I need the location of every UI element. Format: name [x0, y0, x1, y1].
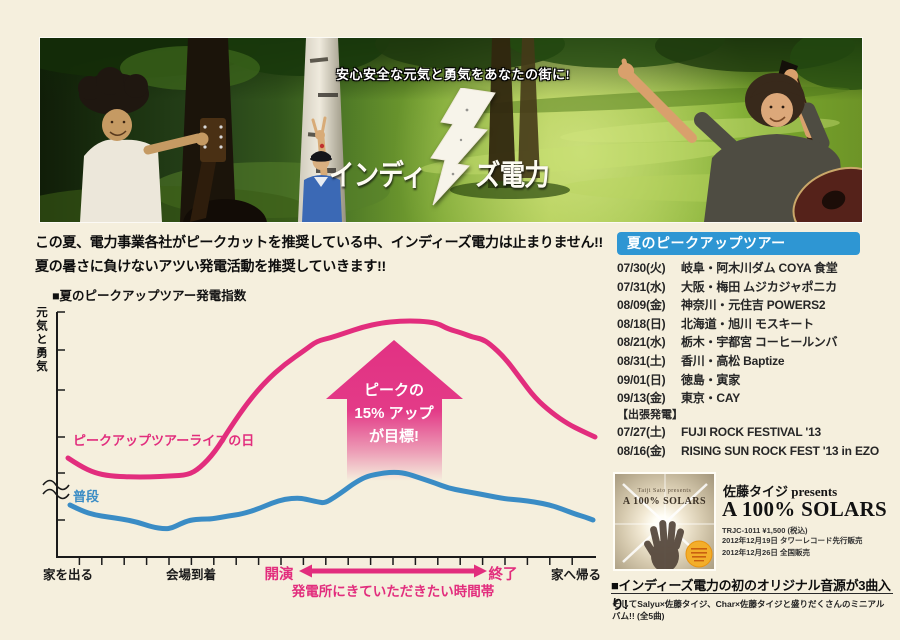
- banner-tagline: 安心安全な元気と勇気をあなたの街に!: [336, 67, 571, 82]
- album-release1: 2012年12月19日 タワーレコード先行販売: [722, 535, 863, 545]
- x-category-label: 会場到着: [166, 567, 216, 582]
- show-venue: 香川・高松 Baptize: [681, 353, 785, 368]
- tour-list: 07/30(火) 岐阜・阿木川ダム COYA 食堂 07/31(水) 大阪・梅田 ムジ…: [617, 259, 897, 408]
- album-catalog: TRJC-1011 ¥1,500 (税込): [722, 526, 808, 535]
- hand-icon: [644, 519, 685, 569]
- show-venue: 徳島・寅家: [681, 372, 741, 387]
- headline: この夏、電力事業各社がピークカットを推奨している中、インディーズ電力は止まりませ…: [35, 230, 603, 278]
- tour-header-badge: 夏のピークアップツアー: [617, 232, 860, 255]
- tour-row: 08/09(金) 神奈川・元住吉 POWERS2: [617, 296, 897, 315]
- show-venue: 岐阜・阿木川ダム COYA 食堂: [681, 261, 838, 275]
- right-musician: [618, 58, 862, 222]
- show-date: 07/27(土): [617, 425, 666, 439]
- show-date: 09/13(金): [617, 391, 666, 406]
- tree-canopy: [40, 38, 862, 90]
- logo-text-right: ズ電力: [475, 160, 550, 192]
- album-presents: 佐藤タイジ presents: [723, 484, 838, 499]
- lightning-bolt-icon: [430, 88, 496, 206]
- series-line: [67, 469, 596, 532]
- goal-arrow-text: が目標!: [369, 427, 419, 445]
- album-title: A 100% SOLARS: [722, 497, 887, 521]
- tour-row: 08/16(金) RISING SUN ROCK FEST '13 in EZO: [617, 442, 897, 461]
- chart-axes: [56, 312, 596, 558]
- tour-row: 09/01(日) 徳島・寅家: [617, 371, 897, 390]
- x-category-label: 開演: [265, 565, 294, 583]
- logo-text-left: インディ: [329, 160, 427, 192]
- show-date: 08/16(金): [617, 443, 666, 458]
- show-venue: 東京・CAY: [681, 391, 741, 406]
- series-line: [65, 318, 598, 480]
- arrow-left-head-icon: [299, 564, 312, 578]
- background-trees: [450, 38, 570, 199]
- tour-row: 07/30(火) 岐阜・阿木川ダム COYA 食堂: [617, 259, 897, 278]
- tour-list-extra: 07/27(土) FUJI ROCK FESTIVAL '13 08/16(金) RI…: [617, 423, 897, 460]
- show-venue: 北海道・旭川 モスキート: [681, 316, 814, 331]
- show-date: 07/31(水): [617, 279, 666, 294]
- tour-row: 08/21(水) 栃木・宇都宮 コーヒールンバ: [617, 333, 897, 352]
- tour-row: 08/31(土) 香川・高松 Baptize: [617, 352, 897, 371]
- goal-arrow-text: ピークの: [364, 382, 424, 399]
- album-cover-art: [615, 474, 714, 569]
- show-venue: 神奈川・元住吉 POWERS2: [681, 298, 826, 313]
- price-sticker: [685, 540, 713, 568]
- arrow-right-head-icon: [474, 564, 487, 578]
- show-venue: FUJI ROCK FESTIVAL '13: [681, 425, 822, 439]
- show-venue: 栃木・宇都宮 コーヒールンバ: [681, 335, 838, 350]
- album-note-small: そしてSalyu×佐藤タイジ、Char×佐藤タイジと盛りだくさんのミニアルバム!…: [612, 599, 885, 621]
- album-cover: Taiji Sato presents A 100% SOLARS: [613, 472, 716, 571]
- cover-title-text: A 100% SOLARS: [622, 496, 707, 507]
- album-note-bold: ■インディーズ電力の初のオリジナル音源が3曲入り!: [611, 578, 891, 612]
- chart-title: ■夏のピークアップツアー発電指数: [52, 289, 247, 303]
- x-category-label: 家を出る: [43, 567, 93, 582]
- axis-break-icon: [42, 479, 70, 491]
- show-venue: 大阪・梅田 ムジカジャポニカ: [681, 279, 837, 294]
- show-date: 08/18(日): [617, 316, 666, 331]
- banner-photo: 安心安全な元気と勇気をあなたの街に! インディ ズ電力: [40, 38, 862, 222]
- album-release2: 2012年12月26日 全国販売: [722, 548, 810, 557]
- headline-line2: 夏の暑さに負けないアツい発電活動を推奨していきます!!: [35, 258, 386, 274]
- goal-arrow-text: 15% アップ: [354, 405, 434, 422]
- show-date: 08/21(水): [617, 335, 666, 350]
- chart-y-axis-label: 元気と勇気: [35, 306, 47, 374]
- tour-row: 07/31(水) 大阪・梅田 ムジカジャポニカ: [617, 278, 897, 297]
- series-label: 普段: [73, 489, 99, 504]
- banner-illustration: [40, 38, 862, 222]
- headline-line1: この夏、電力事業各社がピークカットを推奨している中、インディーズ電力は止まりませ…: [35, 234, 603, 250]
- show-date: 08/31(土): [617, 353, 666, 368]
- left-musician: [78, 67, 267, 222]
- tour-row: 08/18(日) 北海道・旭川 モスキート: [617, 315, 897, 334]
- show-venue: RISING SUN ROCK FEST '13 in EZO: [681, 443, 880, 458]
- tour-sub-header: 【出張発電】: [617, 409, 683, 421]
- show-date: 07/30(火): [617, 261, 666, 275]
- x-category-label: 終了: [489, 565, 518, 583]
- album-release-info: TRJC-1011 ¥1,500 (税込) 2012年12月19日 タワーレコー…: [722, 526, 862, 558]
- red-wristband: [319, 143, 325, 149]
- series-label: ピークアップツアーライブの日: [73, 433, 254, 448]
- tour-row: 07/27(土) FUJI ROCK FESTIVAL '13: [617, 423, 897, 442]
- x-category-label: 家へ帰る: [551, 567, 601, 582]
- band-logo: インディ ズ電力: [323, 88, 623, 206]
- cover-presents-text: Taiji Sato presents: [637, 488, 692, 494]
- time-band-label: 発電所にきていただきたい時間帯: [291, 583, 495, 599]
- middle-person: [302, 116, 342, 222]
- divider-rule: [611, 593, 893, 594]
- show-date: 08/09(金): [617, 298, 666, 313]
- goal-arrow-icon: [326, 340, 463, 481]
- tour-row: 09/13(金) 東京・CAY: [617, 389, 897, 408]
- show-date: 09/01(日): [617, 372, 666, 387]
